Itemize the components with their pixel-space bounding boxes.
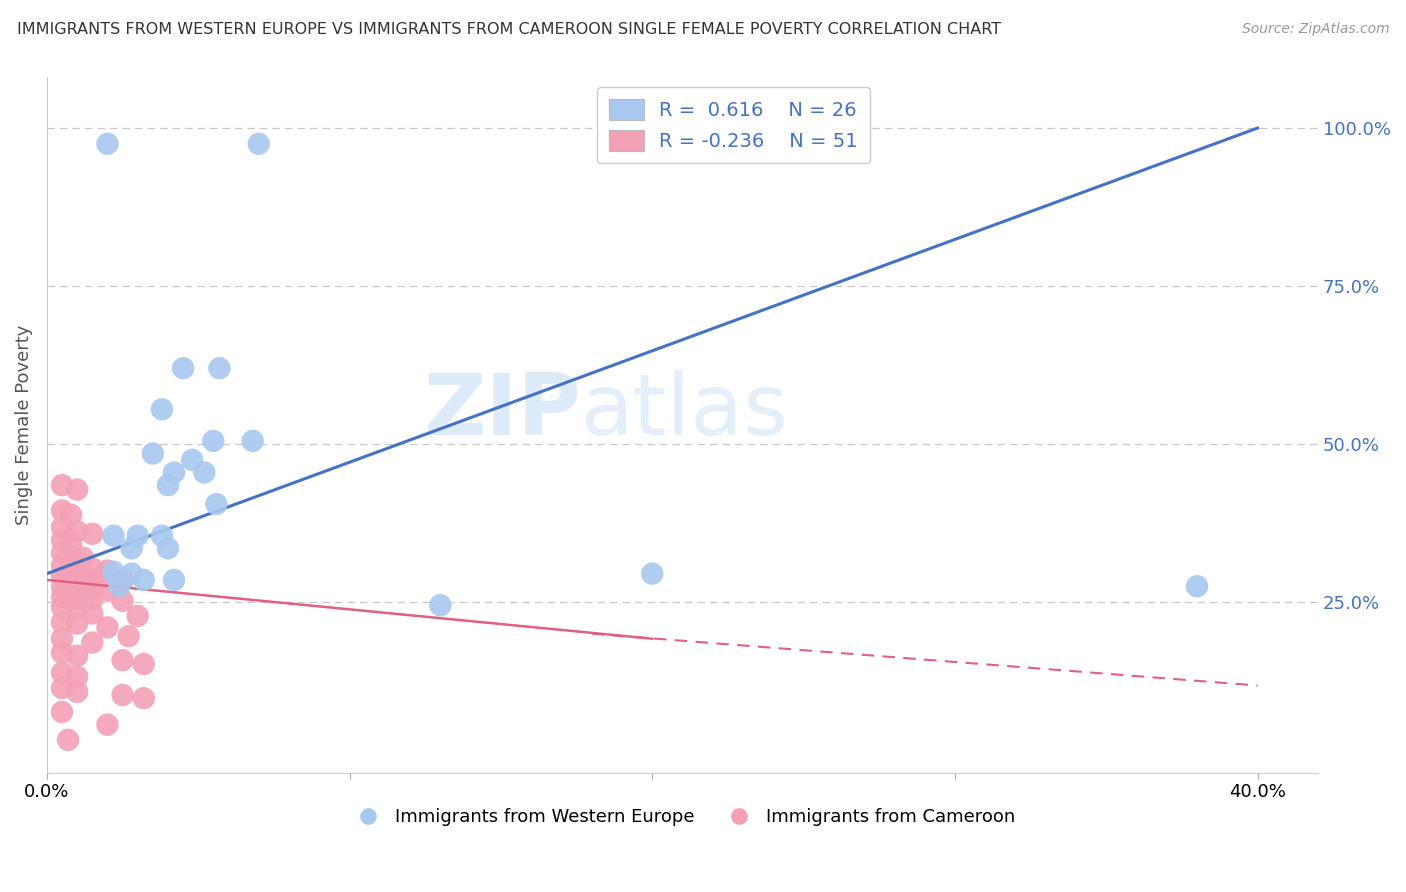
Point <box>82 582 104 597</box>
Point <box>82 572 104 586</box>
Point <box>72 550 94 565</box>
Point <box>60 537 83 551</box>
Point <box>82 607 104 621</box>
Point <box>56 732 79 747</box>
Point <box>127 529 149 543</box>
Point <box>51 665 73 680</box>
Point <box>51 632 73 646</box>
Point <box>103 565 125 579</box>
Point <box>66 559 89 574</box>
Point <box>51 705 73 719</box>
Point <box>111 653 134 667</box>
Point <box>60 508 83 522</box>
Point <box>121 541 143 556</box>
Point <box>82 592 104 607</box>
Text: atlas: atlas <box>581 369 789 452</box>
Point <box>51 580 73 594</box>
Text: IMMIGRANTS FROM WESTERN EUROPE VS IMMIGRANTS FROM CAMEROON SINGLE FEMALE POVERTY: IMMIGRANTS FROM WESTERN EUROPE VS IMMIGR… <box>17 22 1001 37</box>
Point <box>96 583 118 598</box>
Point <box>132 691 155 706</box>
Point <box>51 646 73 660</box>
Point <box>66 648 89 663</box>
Point <box>82 526 104 541</box>
Point <box>51 681 73 695</box>
Point <box>66 616 89 631</box>
Point <box>150 529 173 543</box>
Point <box>181 453 204 467</box>
Legend: Immigrants from Western Europe, Immigrants from Cameroon: Immigrants from Western Europe, Immigran… <box>342 801 1022 833</box>
Point <box>66 581 89 595</box>
Point <box>156 478 179 492</box>
Point <box>96 717 118 731</box>
Point <box>142 446 165 460</box>
Point <box>132 657 155 671</box>
Point <box>103 529 125 543</box>
Point <box>82 635 104 649</box>
Point <box>111 574 134 588</box>
Text: ZIP: ZIP <box>423 369 581 452</box>
Point <box>193 466 215 480</box>
Point <box>51 570 73 584</box>
Point <box>163 573 186 587</box>
Point <box>51 533 73 548</box>
Point <box>132 573 155 587</box>
Point <box>172 361 194 376</box>
Point <box>51 590 73 604</box>
Point <box>242 434 264 448</box>
Point <box>60 549 83 564</box>
Point <box>150 402 173 417</box>
Point <box>202 434 225 448</box>
Point <box>121 566 143 581</box>
Point <box>205 497 228 511</box>
Point <box>96 136 118 151</box>
Point <box>51 520 73 534</box>
Point <box>429 599 451 613</box>
Point <box>51 546 73 560</box>
Point <box>117 629 139 643</box>
Point <box>66 591 89 606</box>
Point <box>82 561 104 575</box>
Point <box>96 564 118 578</box>
Point <box>51 503 73 517</box>
Point <box>51 615 73 630</box>
Point <box>66 601 89 615</box>
Point <box>163 466 186 480</box>
Point <box>66 670 89 684</box>
Point <box>208 361 231 376</box>
Text: Source: ZipAtlas.com: Source: ZipAtlas.com <box>1241 22 1389 37</box>
Y-axis label: Single Female Poverty: Single Female Poverty <box>15 325 32 525</box>
Point <box>156 541 179 556</box>
Point <box>641 566 664 581</box>
Point <box>96 620 118 634</box>
Point <box>66 524 89 539</box>
Point <box>108 579 131 593</box>
Point <box>66 685 89 699</box>
Point <box>66 483 89 497</box>
Point <box>66 571 89 585</box>
Point <box>247 136 270 151</box>
Point <box>127 609 149 624</box>
Point <box>51 600 73 615</box>
Point <box>111 594 134 608</box>
Point <box>111 688 134 702</box>
Point <box>51 558 73 573</box>
Point <box>51 478 73 492</box>
Point <box>1185 579 1208 593</box>
